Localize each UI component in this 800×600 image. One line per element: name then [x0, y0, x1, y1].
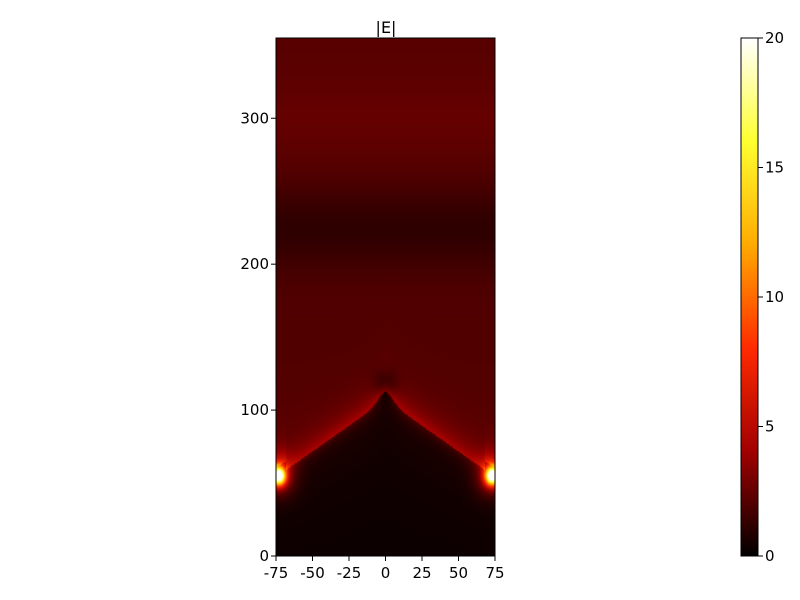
- colorbar-tick-label: 15: [765, 159, 784, 177]
- x-tick-label: 50: [449, 564, 468, 582]
- heatmap-plot-area: [275, 37, 496, 557]
- colorbar-axis: 0 5 10 15 20: [758, 29, 784, 565]
- x-axis: -75 -50 -25 0 25 50 75: [264, 556, 505, 582]
- chart-title: |E|: [376, 18, 397, 37]
- colorbar: 0 5 10 15 20: [740, 29, 784, 565]
- x-tick-label: -75: [264, 564, 289, 582]
- x-tick-label: 25: [412, 564, 431, 582]
- colorbar-gradient: [740, 37, 759, 557]
- colorbar-tick-label: 20: [765, 29, 784, 47]
- heatmap-image: [276, 38, 495, 556]
- y-tick-label: 200: [240, 255, 269, 273]
- y-tick-label: 300: [240, 109, 269, 127]
- colorbar-tick-label: 10: [765, 288, 784, 306]
- x-tick-label: 0: [381, 564, 391, 582]
- x-tick-label: 75: [485, 564, 504, 582]
- colorbar-tick-label: 0: [765, 547, 775, 565]
- x-tick-label: -25: [337, 564, 362, 582]
- x-tick-label: -50: [300, 564, 325, 582]
- y-tick-label: 0: [259, 547, 269, 565]
- y-tick-label: 100: [240, 401, 269, 419]
- y-axis: 0 100 200 300: [240, 109, 276, 565]
- colorbar-tick-label: 5: [765, 418, 775, 436]
